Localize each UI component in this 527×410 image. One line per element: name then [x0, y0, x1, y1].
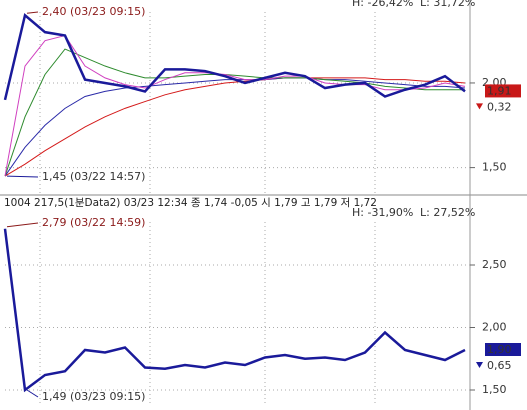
note-arrow: [26, 11, 39, 14]
low-note: 1,49 (03/23 09:15): [42, 390, 145, 403]
price-line: [3, 12, 466, 101]
y-tick-label: 1,50: [482, 161, 507, 174]
last-label: 1,90: [487, 343, 512, 356]
y-tick-label: 2,00: [482, 321, 507, 334]
change-arrow: [476, 362, 483, 368]
y-tick-label: 1,50: [482, 383, 507, 396]
header-high: H: -31,90%: [352, 206, 413, 219]
last-label: 1,91: [487, 84, 512, 97]
y-tick-label: 2,50: [482, 258, 507, 271]
header-high: H: -26,42%: [352, 0, 413, 9]
price-line: [4, 34, 466, 177]
note-arrow: [26, 389, 39, 398]
panel-title: 1004 217,5(1분Data2) 03/23 12:34 종 1,74 -…: [4, 197, 377, 209]
last-box: [485, 343, 521, 356]
high-note: 2,79 (03/22 14:59): [42, 216, 145, 229]
low-note: 1,45 (03/22 14:57): [42, 170, 145, 183]
price-line: [4, 48, 465, 177]
note-arrow: [6, 222, 39, 228]
header-low: L: 27,52%: [420, 206, 475, 219]
high-note: 2,40 (03/23 09:15): [42, 5, 145, 18]
price-line: [4, 77, 466, 177]
change-arrow: [476, 103, 483, 110]
note-arrow: [6, 175, 39, 178]
last-box: [485, 84, 521, 98]
change-label: 0,32: [487, 100, 512, 113]
price-line: [3, 228, 466, 393]
header-low: L: 31,72%: [420, 0, 475, 9]
change-label: 0,65: [487, 359, 512, 372]
